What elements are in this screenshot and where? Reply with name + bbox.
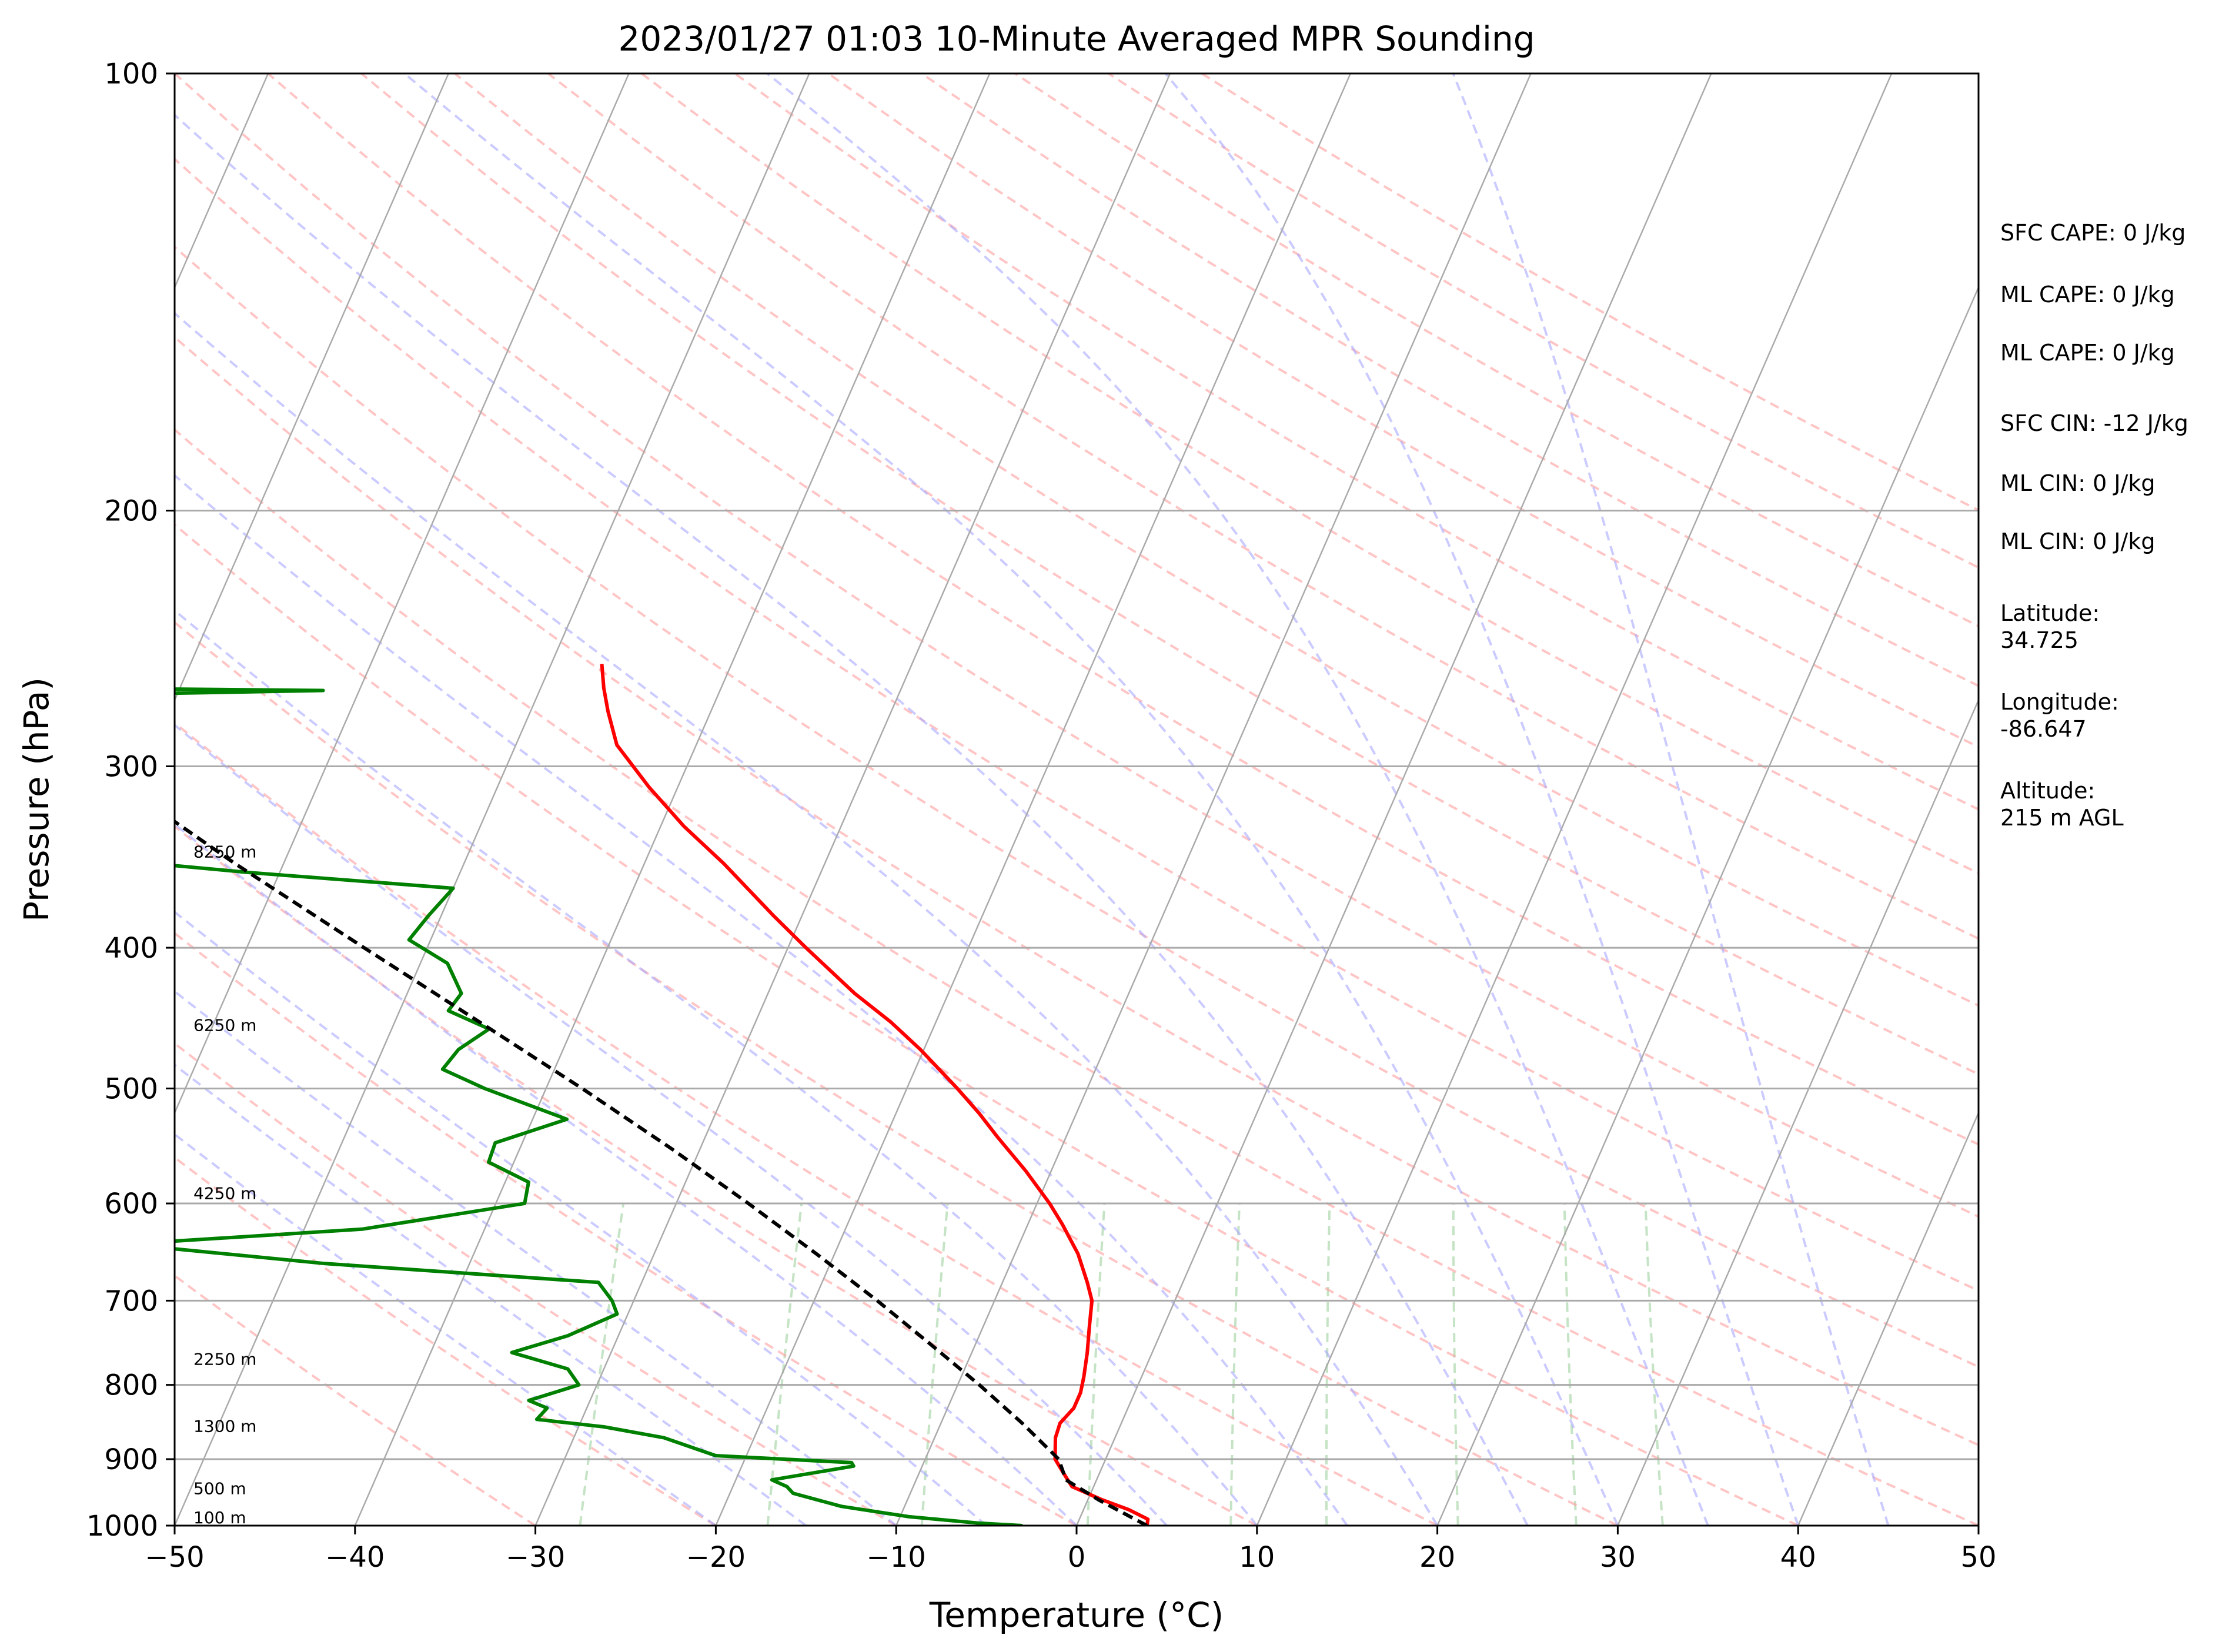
x-tick-label: 30 — [1600, 1541, 1636, 1574]
isotherm-line — [1436, 285, 1979, 1526]
altitude-annotation: Altitude: 215 m AGL — [2000, 778, 2124, 831]
moist-adiabat-line — [175, 1063, 807, 1526]
height-label: 100 m — [193, 1508, 246, 1527]
isotherm-line — [1075, 73, 1712, 1526]
sfc-cape-annotation: SFC CAPE: 0 J/kg — [2000, 220, 2186, 246]
height-label: 500 m — [193, 1479, 246, 1499]
moist-adiabat-line — [175, 723, 1168, 1526]
temperature-line — [600, 663, 1150, 1526]
moist-adiabat-line — [766, 73, 1709, 1526]
isotherm-line — [1256, 73, 1893, 1526]
isotherm-line — [175, 73, 449, 703]
latitude-annotation: Latitude: 34.725 — [2000, 600, 2100, 653]
y-axis-label: Pressure (hPa) — [16, 677, 56, 922]
dry-adiabat-line — [175, 721, 1438, 1526]
height-label: 2250 m — [193, 1350, 256, 1369]
isotherm-line — [175, 73, 630, 1115]
moist-adiabat-line — [403, 73, 1619, 1526]
y-tick-label: 900 — [104, 1443, 158, 1476]
isotherms — [175, 73, 1979, 1526]
y-tick-label: 600 — [104, 1188, 158, 1220]
chart-title: 2023/01/27 01:03 10-Minute Averaged MPR … — [618, 19, 1535, 59]
height-labels: 100 m 500 m 1300 m 2250 m 4250 m 6250 m 8250 m — [193, 842, 256, 1527]
profile-series — [175, 663, 1150, 1526]
isotherm-line — [895, 73, 1532, 1526]
x-tick-label: 10 — [1239, 1541, 1275, 1574]
y-tick-label: 300 — [104, 750, 158, 783]
dry-adiabat-line — [175, 245, 1979, 1369]
x-tick-label: 40 — [1780, 1541, 1816, 1574]
moist-adiabat-line — [175, 474, 1348, 1526]
dry-adiabat-line — [175, 157, 1979, 1292]
ml-cin-annotation-2: ML CIN: 0 J/kg — [2000, 529, 2156, 554]
dry-adiabat-line — [267, 73, 1979, 1146]
moist-adiabat-line — [175, 822, 1078, 1526]
height-label: 1300 m — [193, 1416, 256, 1436]
isotherm-line — [715, 73, 1351, 1526]
x-tick-label: −50 — [145, 1541, 204, 1574]
dry-adiabat-line — [454, 73, 1979, 1007]
dry-adiabat-line — [827, 73, 1979, 748]
isotherm-line — [175, 73, 810, 1526]
y-tick-label: 700 — [104, 1285, 158, 1317]
dry-adiabat-line — [175, 1274, 536, 1526]
y-tick-label: 200 — [104, 495, 158, 528]
height-label: 6250 m — [193, 1015, 256, 1035]
isotherm-line — [354, 73, 991, 1526]
y-tick-label: 400 — [104, 932, 158, 965]
dry-adiabat-line — [921, 73, 1979, 687]
y-tick-label: 500 — [104, 1072, 158, 1105]
dry-adiabat-line — [175, 1156, 717, 1526]
moist-adiabat-line — [1164, 73, 1800, 1526]
x-tick-label: −20 — [686, 1541, 746, 1574]
x-axis-ticks: −50 −40 −30 −20 −10 0 10 20 30 40 50 — [145, 1526, 1997, 1574]
y-tick-label: 800 — [104, 1369, 158, 1402]
height-label: 8250 m — [193, 842, 256, 862]
dry-adiabat-line — [640, 73, 1979, 875]
moist-adiabat-line — [175, 312, 1439, 1526]
x-tick-label: 50 — [1960, 1541, 1996, 1574]
moist-adiabat-line — [175, 113, 1529, 1526]
isotherm-line — [1797, 1111, 1979, 1526]
x-tick-label: −40 — [325, 1541, 385, 1574]
x-tick-label: 0 — [1068, 1541, 1086, 1574]
height-label: 4250 m — [193, 1183, 256, 1203]
isobars — [175, 73, 1979, 1526]
parcel-profile-line — [175, 819, 1148, 1526]
ml-cape-annotation: ML CAPE: 0 J/kg — [2000, 282, 2175, 307]
x-tick-label: 20 — [1419, 1541, 1455, 1574]
plot-area — [175, 73, 1979, 1526]
dewpoint-line — [175, 687, 1023, 1526]
ml-cape-annotation-2: ML CAPE: 0 J/kg — [2000, 340, 2175, 366]
isotherm-line — [534, 73, 1171, 1526]
dry-adiabat-line — [175, 523, 1799, 1526]
moist-adiabat-line — [175, 910, 987, 1526]
x-tick-label: −30 — [506, 1541, 565, 1574]
y-axis-ticks: 100 200 300 400 500 600 700 800 900 1000 — [86, 58, 175, 1543]
dry-adiabat-line — [175, 336, 1979, 1447]
isotherm-line — [1617, 698, 1979, 1526]
moist-adiabat-line — [175, 608, 1258, 1526]
sfc-cin-annotation: SFC CIN: -12 J/kg — [2000, 410, 2188, 436]
longitude-annotation: Longitude: -86.647 — [2000, 689, 2119, 742]
x-axis-label: Temperature (°C) — [929, 1595, 1224, 1635]
y-tick-label: 1000 — [86, 1510, 158, 1543]
x-tick-label: −10 — [867, 1541, 926, 1574]
moist-adiabat-line — [175, 989, 897, 1526]
moist-adiabats — [175, 73, 1890, 1526]
ml-cin-annotation: ML CIN: 0 J/kg — [2000, 470, 2156, 496]
moist-adiabat-line — [1452, 73, 1890, 1526]
dry-adiabats — [175, 73, 1979, 1526]
dry-adiabat-line — [175, 825, 1258, 1526]
dry-adiabat-line — [175, 931, 1077, 1526]
dry-adiabat-line — [175, 428, 1979, 1526]
y-tick-label: 100 — [104, 58, 158, 91]
dry-adiabat-line — [175, 1042, 897, 1526]
